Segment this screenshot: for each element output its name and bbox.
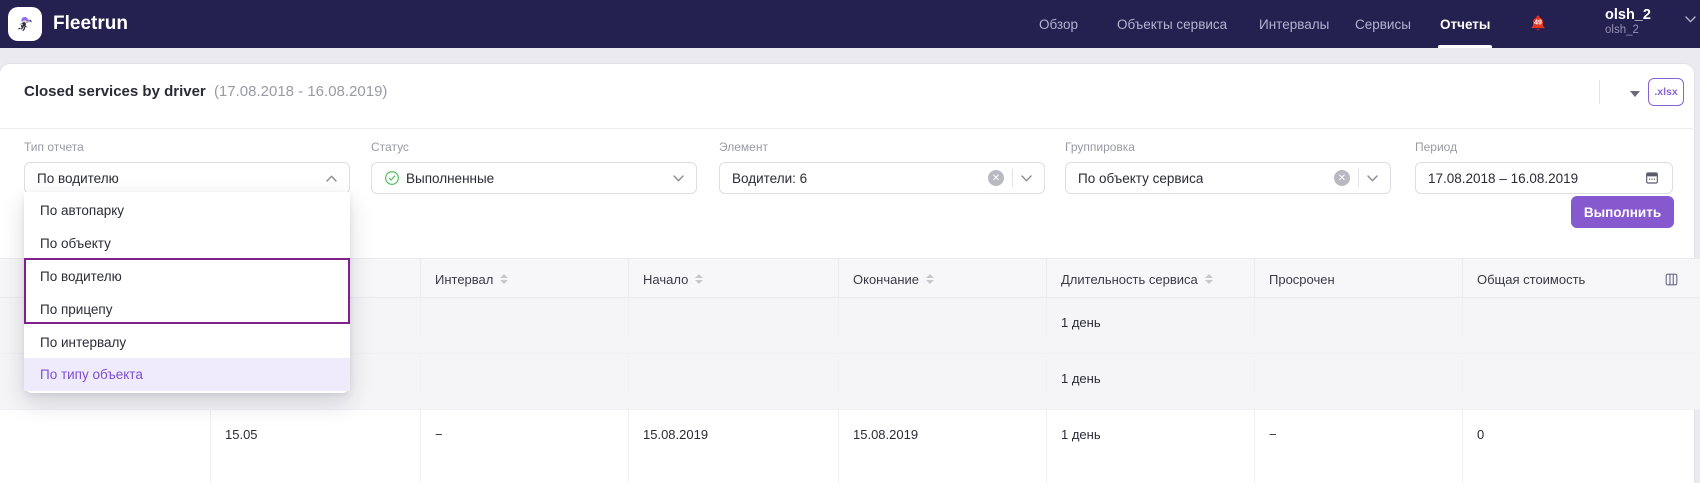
svg-text:49: 49 — [1534, 18, 1542, 26]
